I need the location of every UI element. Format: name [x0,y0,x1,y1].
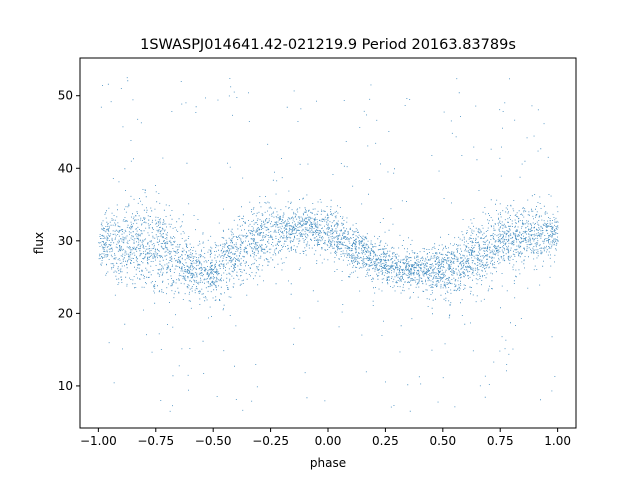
x-tick-label: −0.25 [252,434,289,448]
data-point-markers [98,77,559,412]
y-axis-label: flux [32,232,46,254]
x-tick-label: 0.00 [315,434,342,448]
y-tick-label: 20 [58,306,73,320]
x-tick-label: 1.00 [544,434,571,448]
y-axis: 10 20 30 40 50 [58,89,80,393]
x-axis: −1.00 −0.75 −0.50 −0.25 0.00 0.25 0.50 0.75 1.00 [80,428,571,448]
x-tick-label: −1.00 [80,434,117,448]
y-tick-label: 10 [58,379,73,393]
y-tick-label: 30 [58,234,73,248]
x-axis-label: phase [310,456,346,470]
x-tick-label: −0.75 [137,434,174,448]
chart-title: 1SWASPJ014641.42-021219.9 Period 20163.8… [140,37,516,53]
x-tick-label: −0.50 [195,434,232,448]
x-tick-label: 0.25 [372,434,399,448]
x-tick-label: 0.75 [487,434,514,448]
x-tick-label: 0.50 [429,434,456,448]
data-points [98,77,559,412]
y-tick-label: 40 [58,161,73,175]
y-tick-label: 50 [58,89,73,103]
